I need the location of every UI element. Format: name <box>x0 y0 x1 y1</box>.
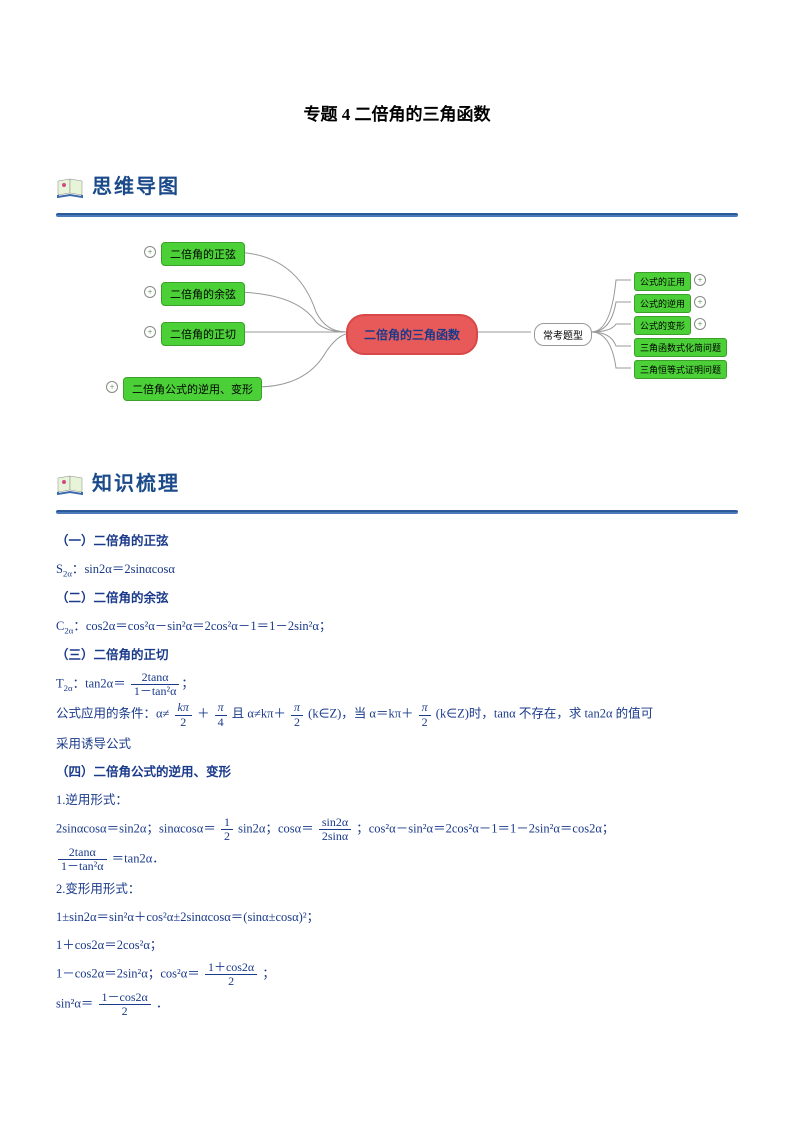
section-label: 思维导图 <box>92 170 180 199</box>
section-header-knowledge: 知识梳理 <box>56 452 738 502</box>
transform-title: 2.变形用形式： <box>56 877 738 902</box>
mindmap: + 二倍角的正弦 + 二倍角的余弦 + 二倍角的正切 + 二倍角公式的逆用、变形… <box>56 232 738 442</box>
heading-4: （四）二倍角公式的逆用、变形 <box>56 760 738 785</box>
mm-right-0: 公式的正用 <box>634 272 691 291</box>
section-underline <box>56 213 738 217</box>
mm-left-3: 二倍角公式的逆用、变形 <box>123 377 262 401</box>
formula-1: S2α：sin2α＝2sinαcosα <box>56 557 738 583</box>
expand-icon: + <box>144 246 156 258</box>
formula-3: T2α：tan2α＝ 2tanα1－tan²α； <box>56 671 738 698</box>
mm-right-3: 三角函数式化简问题 <box>634 338 727 357</box>
section-header-mindmap: 思维导图 <box>56 155 738 205</box>
mm-right-2: 公式的变形 <box>634 316 691 335</box>
reverse-1: 2sinαcosα＝sin2α；sinαcosα＝ 12 sin2α；cosα＝… <box>56 816 738 843</box>
reverse-1c: 2tanα1－tan²α ＝tan2α． <box>56 846 738 873</box>
transform-a: 1±sin2α＝sin²α＋cos²α±2sinαcosα＝(sinα±cosα… <box>56 905 738 930</box>
expand-icon: + <box>694 274 706 286</box>
transform-d: sin²α＝ 1－cos2α2 ． <box>56 991 738 1018</box>
mm-right-4: 三角恒等式证明问题 <box>634 360 727 379</box>
condition-tail: 采用诱导公式 <box>56 732 738 757</box>
formula-2: C2α：cos2α＝cos²α－sin²α＝2cos²α－1＝1－2sin²α； <box>56 614 738 640</box>
heading-2: （二）二倍角的余弦 <box>56 586 738 611</box>
page-title: 专题 4 二倍角的三角函数 <box>56 100 738 125</box>
section-underline <box>56 510 738 514</box>
reverse-title: 1.逆用形式： <box>56 788 738 813</box>
expand-icon: + <box>144 326 156 338</box>
mm-hub: 常考题型 <box>534 323 592 346</box>
expand-icon: + <box>106 381 118 393</box>
transform-b: 1＋cos2α＝2cos²α； <box>56 933 738 958</box>
condition-line: 公式应用的条件：α≠ kπ2 ＋ π4 且 α≠kπ＋ π2 (k∈Z)，当 α… <box>56 701 738 728</box>
book-icon <box>56 175 88 199</box>
mm-left-1: 二倍角的余弦 <box>161 282 245 306</box>
section-label: 知识梳理 <box>92 467 180 496</box>
transform-c: 1－cos2α＝2sin²α；cos²α＝ 1＋cos2α2 ； <box>56 961 738 988</box>
mm-right-1: 公式的逆用 <box>634 294 691 313</box>
knowledge-content: （一）二倍角的正弦 S2α：sin2α＝2sinαcosα （二）二倍角的余弦 … <box>56 529 738 1018</box>
expand-icon: + <box>694 318 706 330</box>
heading-3: （三）二倍角的正切 <box>56 643 738 668</box>
expand-icon: + <box>694 296 706 308</box>
mm-center: 二倍角的三角函数 <box>346 314 478 355</box>
book-icon <box>56 472 88 496</box>
mm-left-0: 二倍角的正弦 <box>161 242 245 266</box>
mm-left-2: 二倍角的正切 <box>161 322 245 346</box>
heading-1: （一）二倍角的正弦 <box>56 529 738 554</box>
expand-icon: + <box>144 286 156 298</box>
